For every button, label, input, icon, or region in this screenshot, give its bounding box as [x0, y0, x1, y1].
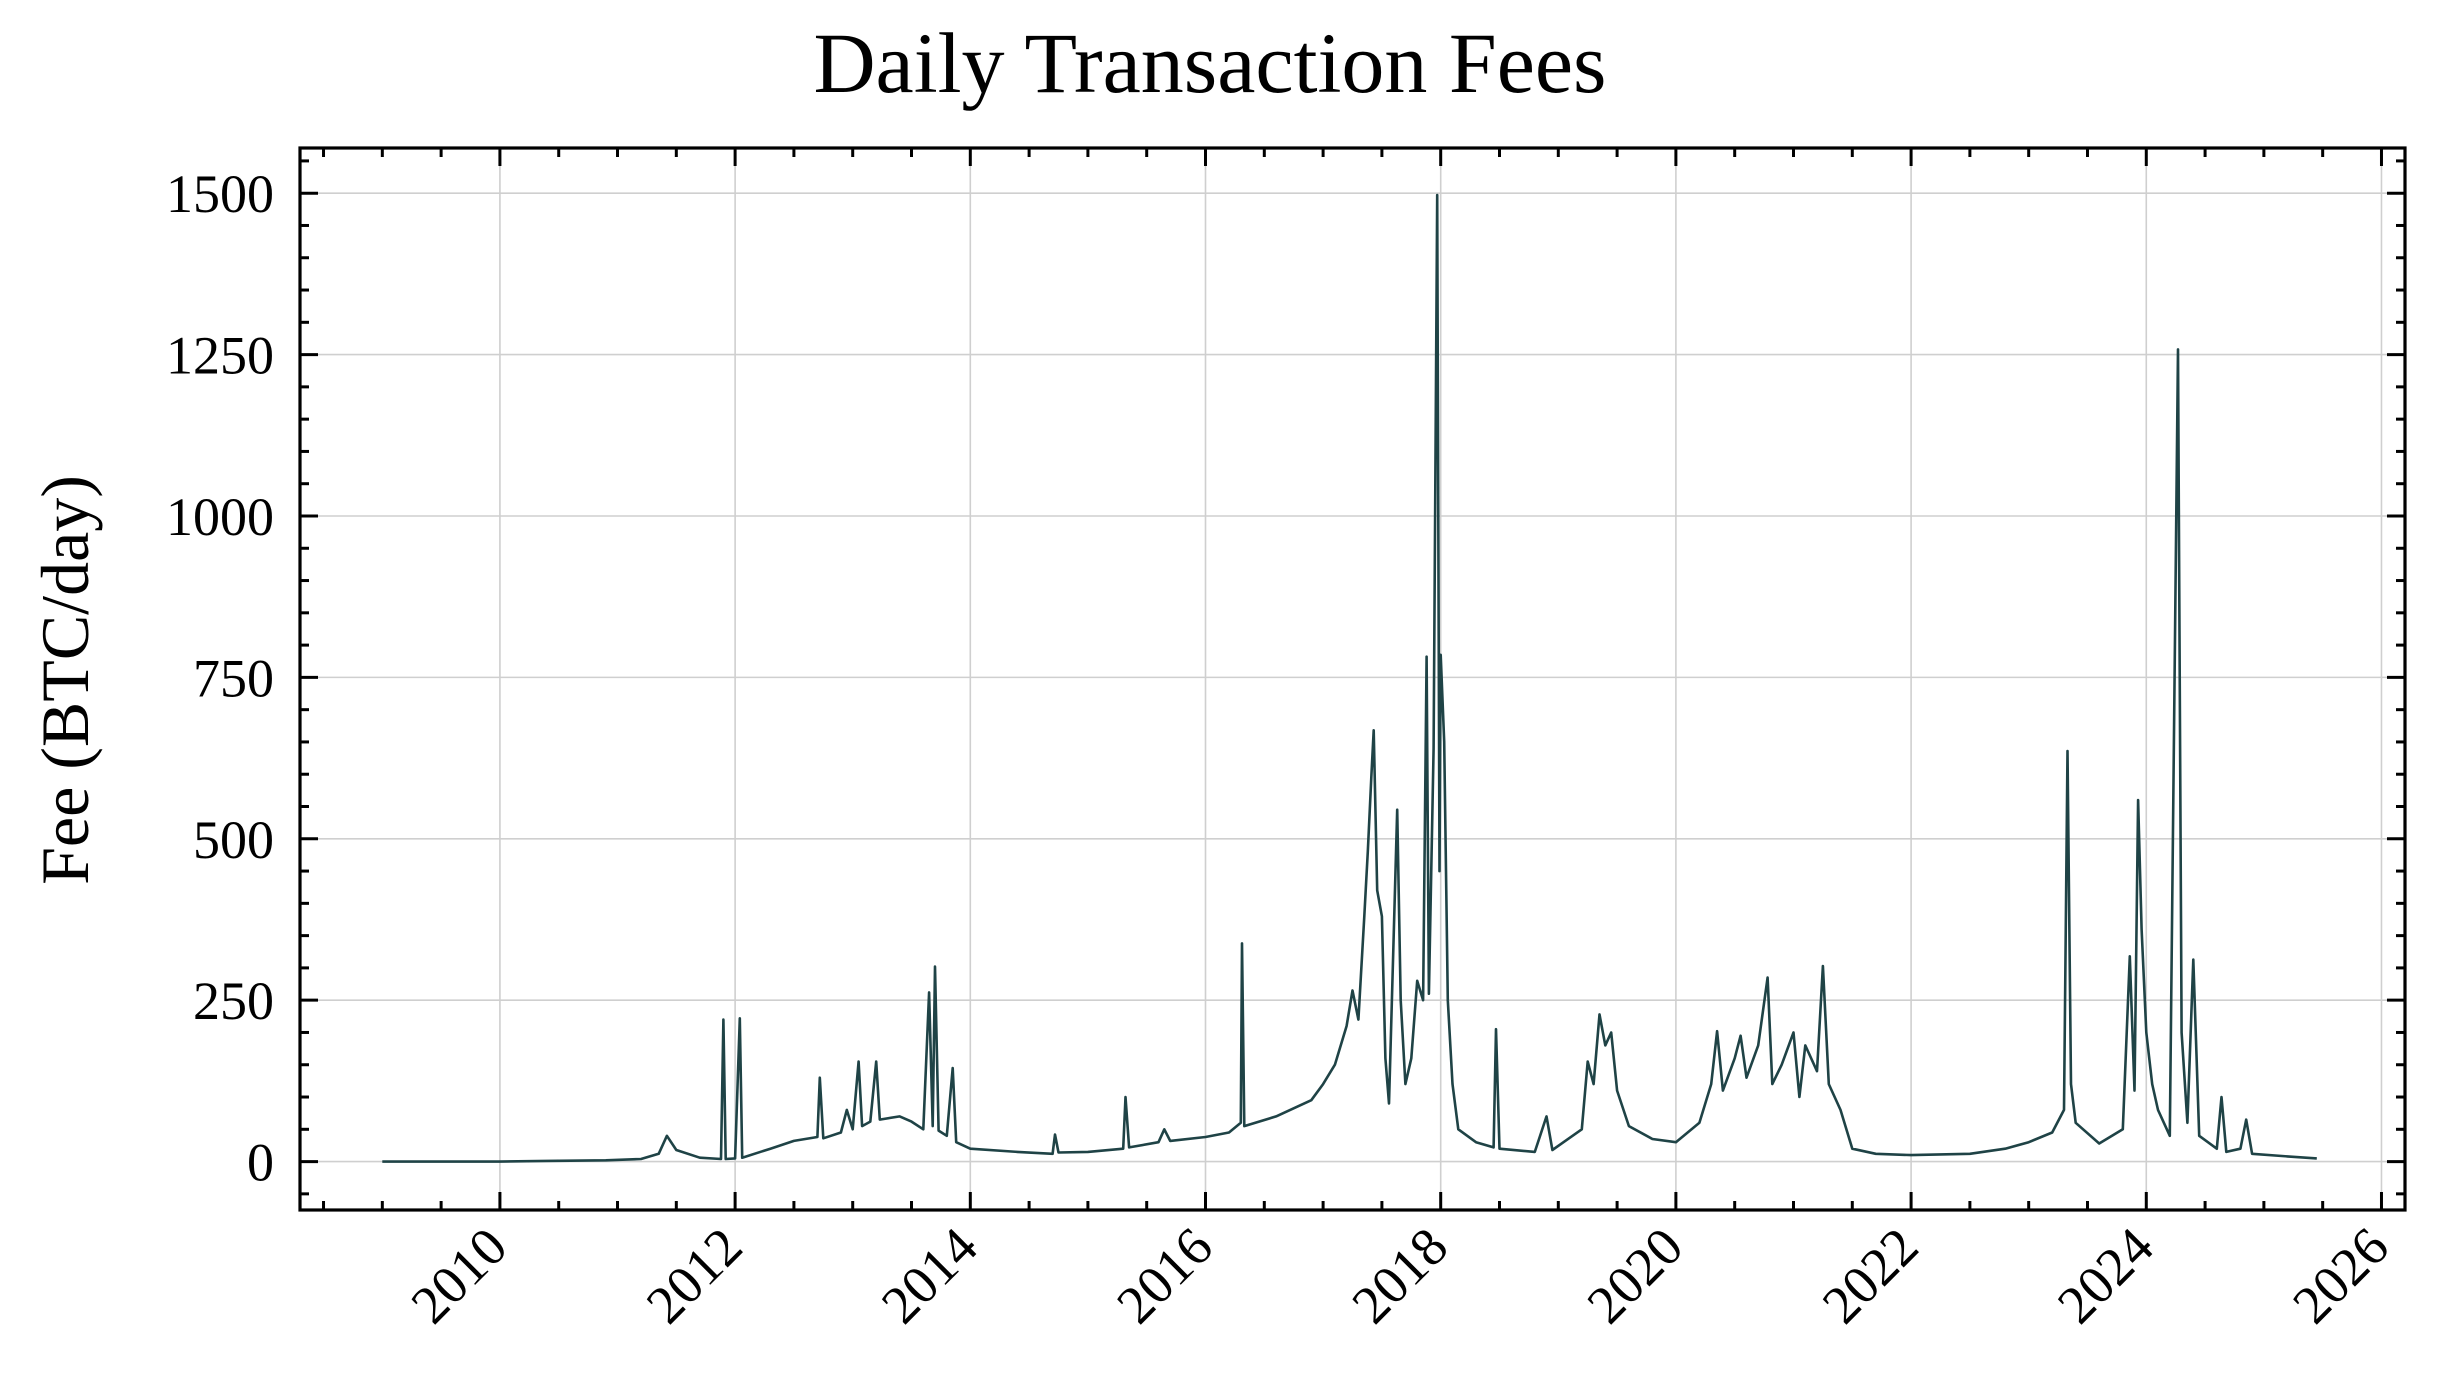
x-tick-label: 2018 [1340, 1216, 1459, 1335]
axis-ticks [300, 148, 2405, 1210]
y-tick-label: 0 [247, 1133, 274, 1193]
y-tick-label: 1250 [166, 326, 274, 386]
x-tick-label: 2016 [1105, 1216, 1224, 1335]
x-tick-label: 2026 [2281, 1216, 2400, 1335]
plot-frame [298, 146, 2407, 1212]
x-tick-label: 2020 [1576, 1216, 1695, 1335]
y-tick-label: 500 [193, 810, 274, 870]
x-tick-label: 2010 [400, 1216, 519, 1335]
x-tick-label: 2022 [1811, 1216, 1930, 1335]
fee-series-line [382, 193, 2317, 1163]
x-tick-label: 2012 [635, 1216, 754, 1335]
chart-title: Daily Transaction Fees [813, 15, 1606, 111]
grid-lines [300, 148, 2405, 1210]
y-tick-label: 750 [193, 648, 274, 708]
y-tick-label: 1500 [166, 164, 274, 224]
x-tick-label: 2024 [2046, 1216, 2165, 1335]
tick-labels: 0 250 500 750 1000 1250 1500 2010 2012 2014 2016 20… [166, 164, 2400, 1335]
y-tick-label: 250 [193, 971, 274, 1031]
y-tick-label: 1000 [166, 487, 274, 547]
series-layer [382, 193, 2317, 1163]
y-axis-label: Fee (BTC/day) [27, 475, 103, 885]
x-tick-label: 2014 [870, 1216, 989, 1335]
